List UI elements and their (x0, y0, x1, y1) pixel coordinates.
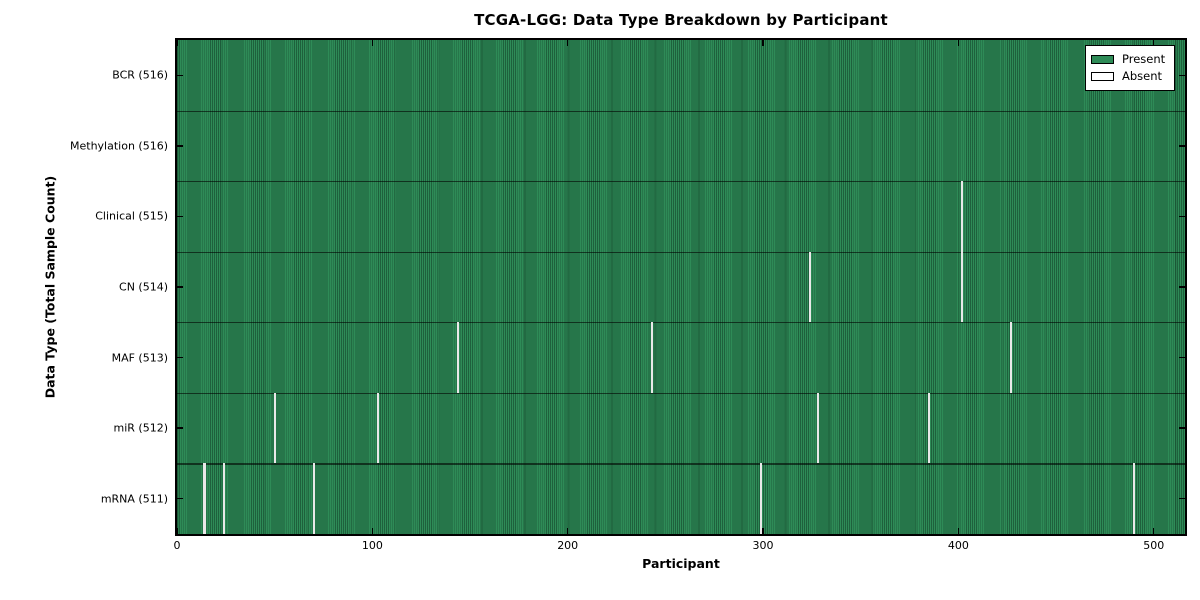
x-tick-label-300: 300 (752, 539, 774, 552)
y-tick-mark (1179, 498, 1185, 500)
absence-line-maf-427 (1010, 322, 1013, 393)
y-tick-mark (177, 356, 183, 359)
y-tick-label-mrna: mRNA (511) (100, 492, 168, 506)
row-divider (177, 463, 1185, 465)
y-tick-mark (1179, 427, 1185, 429)
absent-swatch-icon (1091, 71, 1114, 81)
y-tick-mark (1179, 215, 1185, 218)
x-tick-mark (957, 40, 960, 46)
y-tick-mark (1179, 145, 1185, 147)
plot-area (177, 40, 1185, 534)
x-tick-mark (762, 40, 764, 46)
absence-line-mir-385 (928, 392, 931, 464)
absence-line-mrna-70 (312, 463, 315, 534)
y-tick-label-clinical: Clinical (515) (95, 209, 168, 223)
x-tick-label-500: 500 (1143, 539, 1165, 552)
y-tick-label-maf: MAF (513) (111, 351, 168, 365)
x-tick-mark (566, 40, 569, 46)
x-tick-mark (957, 528, 960, 534)
absence-line-mrna-299 (760, 463, 763, 534)
y-tick-mark (177, 427, 183, 429)
x-tick-label-400: 400 (947, 539, 969, 552)
absence-line-maf-243 (650, 322, 653, 393)
y-tick-label-methylation: Methylation (516) (70, 139, 168, 153)
absence-line-mrna-490 (1133, 463, 1136, 534)
chart-title: TCGA-LGG: Data Type Breakdown by Partici… (474, 11, 888, 29)
y-tick-label-bcr: BCR (516) (112, 68, 168, 82)
y-tick-mark (177, 74, 183, 76)
absence-line-mrna-14 (203, 463, 206, 534)
y-tick-mark (177, 286, 183, 288)
absence-line-mir-328 (816, 392, 819, 464)
legend-entry-present: Present (1091, 52, 1169, 66)
x-axis-label: Participant (642, 556, 720, 571)
y-tick-mark (177, 215, 183, 218)
row-divider (177, 392, 1185, 395)
x-tick-mark (371, 40, 374, 46)
x-tick-mark (371, 528, 374, 534)
y-tick-mark (177, 498, 183, 500)
x-tick-mark (1153, 40, 1155, 46)
x-tick-mark (566, 528, 569, 534)
absence-line-cn-324 (808, 251, 812, 323)
x-tick-mark (1153, 528, 1155, 534)
row-divider (177, 322, 1185, 324)
absence-line-mir-50 (273, 392, 276, 464)
legend-label-present: Present (1122, 52, 1166, 66)
absence-line-maf-144 (457, 322, 460, 393)
row-divider (177, 251, 1185, 253)
absence-line-mir-103 (377, 392, 380, 464)
y-tick-mark (1179, 286, 1185, 288)
absence-line-clinical-402 (961, 181, 964, 252)
y-tick-mark (1179, 74, 1185, 76)
row-divider (177, 181, 1185, 183)
x-tick-label-100: 100 (361, 539, 383, 552)
x-tick-mark (762, 528, 764, 534)
x-tick-label-200: 200 (557, 539, 579, 552)
y-tick-label-mir: miR (512) (113, 421, 169, 435)
y-tick-label-cn: CN (514) (119, 280, 168, 294)
x-tick-label-0: 0 (173, 539, 181, 552)
legend: Present Absent (1085, 45, 1175, 91)
present-swatch-icon (1091, 55, 1114, 65)
x-tick-mark (176, 40, 178, 46)
y-tick-mark (177, 145, 183, 147)
absence-line-cn-402 (961, 251, 964, 323)
x-tick-mark (176, 528, 178, 534)
row-divider (177, 110, 1185, 112)
absence-line-mrna-24 (222, 463, 226, 534)
legend-label-absent: Absent (1122, 68, 1163, 83)
legend-entry-absent: Absent (1091, 68, 1169, 83)
y-tick-mark (1179, 356, 1185, 359)
